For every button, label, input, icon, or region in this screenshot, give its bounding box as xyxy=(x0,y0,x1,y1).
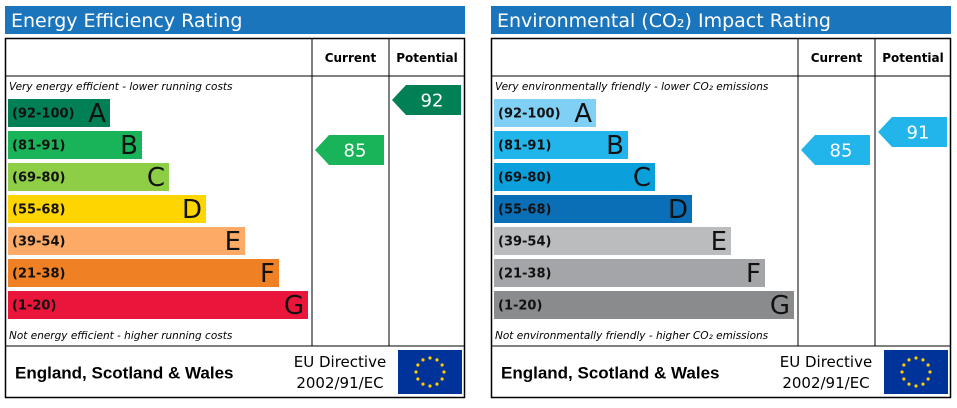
rating-value: 92 xyxy=(421,91,444,112)
eu-star xyxy=(928,370,932,374)
band-range: (81-91) xyxy=(498,139,551,154)
band-range: (55-68) xyxy=(498,203,551,218)
band xyxy=(8,259,279,287)
footer-directive: 2002/91/EC xyxy=(782,374,869,392)
eu-star xyxy=(440,377,444,381)
band-range: (39-54) xyxy=(498,235,551,250)
eu-star xyxy=(907,382,911,386)
eu-star xyxy=(421,358,425,362)
band xyxy=(8,99,110,127)
band-letter: A xyxy=(574,99,592,129)
eu-star xyxy=(416,377,420,381)
band-letter: C xyxy=(147,163,165,193)
footer-region: England, Scotland & Wales xyxy=(501,364,720,383)
eu-star xyxy=(914,384,918,388)
rating-arrow xyxy=(878,117,947,147)
panel-title: Environmental (CO₂) Impact Rating xyxy=(497,10,831,32)
band xyxy=(8,163,169,191)
bottom-note: Not environmentally friendly - higher CO… xyxy=(495,330,769,342)
rating-value: 85 xyxy=(830,141,853,162)
band xyxy=(8,227,245,255)
panel-title: Energy Efficiency Rating xyxy=(11,10,242,32)
column-header: Potential xyxy=(882,51,944,65)
eu-star xyxy=(440,363,444,367)
footer-directive: EU Directive xyxy=(780,353,872,371)
footer-region: England, Scotland & Wales xyxy=(15,364,234,383)
eu-star xyxy=(926,377,930,381)
band xyxy=(494,259,765,287)
band xyxy=(494,291,794,319)
column-header: Potential xyxy=(396,51,458,65)
eu-star xyxy=(416,363,420,367)
band-range: (21-38) xyxy=(12,267,65,282)
band xyxy=(494,99,596,127)
eu-star xyxy=(921,382,925,386)
column-header: Current xyxy=(811,51,863,65)
top-note: Very environmentally friendly - lower CO… xyxy=(495,81,769,93)
band-letter: F xyxy=(746,259,761,289)
rating-arrow xyxy=(315,135,384,165)
band xyxy=(8,131,142,159)
band xyxy=(8,291,308,319)
band-letter: D xyxy=(182,195,202,225)
band-range: (81-91) xyxy=(12,139,65,154)
band-letter: G xyxy=(284,291,304,321)
band-range: (39-54) xyxy=(12,235,65,250)
rating-arrow xyxy=(392,85,461,115)
rating-value: 91 xyxy=(907,123,930,144)
eu-star xyxy=(414,370,418,374)
footer-directive: 2002/91/EC xyxy=(296,374,383,392)
band-range: (1-20) xyxy=(498,299,542,314)
footer-directive: EU Directive xyxy=(294,353,386,371)
band xyxy=(494,131,628,159)
eu-star xyxy=(428,384,432,388)
panel-frame xyxy=(490,37,952,399)
band xyxy=(8,195,206,223)
bottom-note: Not energy efficient - higher running co… xyxy=(9,330,233,342)
band-letter: E xyxy=(225,227,241,257)
band xyxy=(494,195,692,223)
band-range: (1-20) xyxy=(12,299,56,314)
band-range: (92-100) xyxy=(498,107,561,122)
eu-star xyxy=(442,370,446,374)
eu-star xyxy=(435,382,439,386)
band-letter: F xyxy=(260,259,275,289)
eu-star xyxy=(435,358,439,362)
eu-star xyxy=(907,358,911,362)
band-range: (69-80) xyxy=(12,171,65,186)
band-letter: G xyxy=(770,291,790,321)
band xyxy=(494,227,731,255)
top-note: Very energy efficient - lower running co… xyxy=(9,81,233,93)
band-letter: B xyxy=(120,131,138,161)
band-letter: C xyxy=(633,163,651,193)
eu-star xyxy=(900,370,904,374)
title-bar xyxy=(5,6,465,34)
eu-star xyxy=(921,358,925,362)
band-range: (55-68) xyxy=(12,203,65,218)
band xyxy=(494,163,655,191)
band-letter: D xyxy=(668,195,688,225)
eu-star xyxy=(902,363,906,367)
band-range: (92-100) xyxy=(12,107,75,122)
band-range: (69-80) xyxy=(498,171,551,186)
band-letter: E xyxy=(711,227,727,257)
title-bar xyxy=(491,6,951,34)
eu-star xyxy=(926,363,930,367)
eu-star xyxy=(902,377,906,381)
rating-value: 85 xyxy=(344,141,367,162)
band-letter: A xyxy=(88,99,106,129)
rating-arrow xyxy=(801,135,870,165)
band-range: (21-38) xyxy=(498,267,551,282)
column-header: Current xyxy=(325,51,377,65)
eu-star xyxy=(914,356,918,360)
eu-star xyxy=(421,382,425,386)
band-letter: B xyxy=(606,131,624,161)
eu-star xyxy=(428,356,432,360)
panel-frame xyxy=(4,37,466,399)
